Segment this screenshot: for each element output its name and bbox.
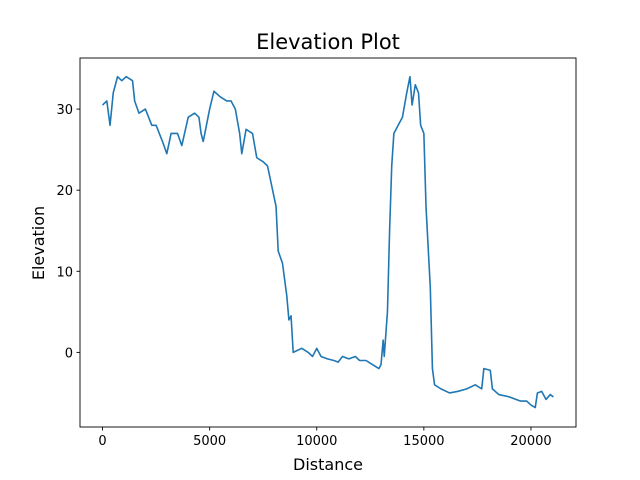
y-tick-label: 20 (56, 184, 73, 199)
y-tick-label: 10 (56, 265, 73, 280)
line (101, 75, 554, 409)
x-tick-label: 5000 (193, 434, 226, 449)
x-tick-label: 10000 (296, 434, 337, 449)
y-axis-label: Elevation (29, 206, 48, 280)
chart-title: Elevation Plot (256, 30, 400, 54)
plot-frame (79, 57, 577, 428)
y-tick-label: 30 (56, 103, 73, 118)
y-tick-label: 0 (65, 346, 73, 361)
x-tick-label: 20000 (510, 434, 551, 449)
x-tick-label: 0 (98, 434, 106, 449)
x-tick-label: 15000 (403, 434, 444, 449)
x-axis-label: Distance (293, 455, 363, 474)
